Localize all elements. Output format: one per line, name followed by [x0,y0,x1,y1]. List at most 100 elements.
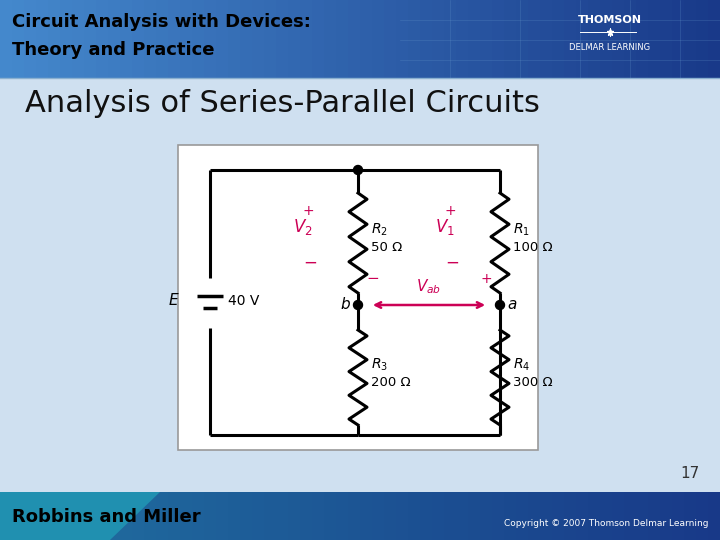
Bar [24,492,37,540]
Bar [48,0,61,78]
Bar [180,0,193,78]
Text: $R_1$: $R_1$ [513,222,530,238]
Bar [540,0,553,78]
Text: $V_{ab}$: $V_{ab}$ [416,277,441,296]
Bar [456,492,469,540]
Bar [96,492,109,540]
Bar [216,0,229,78]
Bar [348,0,361,78]
Bar [216,492,229,540]
Text: −: − [366,271,379,286]
Bar [564,0,577,78]
Bar [528,0,541,78]
Text: $R_3$: $R_3$ [371,356,388,373]
Bar [120,0,133,78]
Bar [360,0,373,78]
Bar [660,492,673,540]
Bar [528,492,541,540]
Bar [144,492,157,540]
Bar [72,492,85,540]
Bar [396,492,409,540]
Bar [36,492,49,540]
Bar [468,0,481,78]
Bar [456,0,469,78]
Bar [312,492,325,540]
Text: 100 Ω: 100 Ω [513,241,553,254]
Bar [120,492,133,540]
Bar [636,0,649,78]
Text: −: − [445,254,459,272]
Bar [300,0,313,78]
Text: Copyright © 2007 Thomson Delmar Learning: Copyright © 2007 Thomson Delmar Learning [503,519,708,528]
Bar [492,0,505,78]
Bar [432,492,445,540]
Bar [0,0,13,78]
Bar [444,0,457,78]
Bar [444,492,457,540]
Bar [312,0,325,78]
Bar [672,492,685,540]
Bar [672,0,685,78]
Bar [156,0,169,78]
Text: $E$: $E$ [168,292,179,308]
Polygon shape [0,492,160,540]
Bar [648,0,661,78]
Text: b: b [340,297,350,312]
Bar [132,0,145,78]
Text: $R_4$: $R_4$ [513,356,530,373]
Bar [576,492,589,540]
Bar [480,0,493,78]
Bar [348,492,361,540]
Bar [12,0,25,78]
Bar [252,492,265,540]
Text: +: + [445,204,456,218]
Bar [372,0,385,78]
Bar [72,0,85,78]
Bar [504,0,517,78]
Bar [612,0,625,78]
Bar [684,492,697,540]
Text: −: − [303,254,317,272]
Bar [60,0,73,78]
Bar [204,492,217,540]
Bar [336,492,349,540]
Bar [468,492,481,540]
Text: Analysis of Series-Parallel Circuits: Analysis of Series-Parallel Circuits [25,89,540,118]
Circle shape [495,300,505,309]
Bar [228,492,241,540]
Bar [708,0,720,78]
Text: 40 V: 40 V [228,294,259,308]
Bar [360,492,373,540]
Bar [132,492,145,540]
Bar [178,145,538,450]
Bar [288,492,301,540]
Text: $V_1$: $V_1$ [435,217,455,237]
Bar [624,492,637,540]
Bar [684,0,697,78]
Bar [144,0,157,78]
Bar [540,492,553,540]
Bar [324,492,337,540]
Bar [636,492,649,540]
Text: +: + [480,272,492,286]
Bar [660,0,673,78]
Text: Theory and Practice: Theory and Practice [12,41,215,59]
Bar [84,0,97,78]
Bar [240,0,253,78]
Bar [48,492,61,540]
Bar [168,492,181,540]
Bar [588,0,601,78]
Bar [384,492,397,540]
Bar [0,492,13,540]
Bar [552,492,565,540]
Text: THOMSON: THOMSON [578,15,642,25]
Bar [624,0,637,78]
Bar [432,0,445,78]
Text: a: a [507,297,516,312]
Bar [192,492,205,540]
Text: 200 Ω: 200 Ω [371,375,410,388]
Bar [612,492,625,540]
Bar [600,492,613,540]
Bar [156,492,169,540]
Bar [300,492,313,540]
